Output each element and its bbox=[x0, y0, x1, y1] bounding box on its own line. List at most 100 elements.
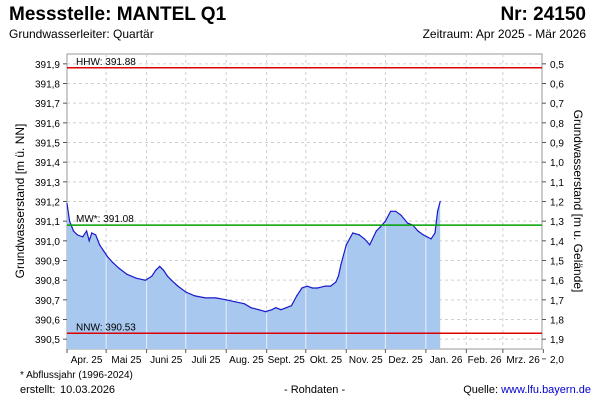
data-point bbox=[264, 311, 266, 313]
data-point bbox=[112, 261, 114, 264]
y2-tick-label: 1,3 bbox=[550, 217, 564, 228]
y-tick-label: 391,4 bbox=[35, 158, 60, 169]
data-point bbox=[285, 307, 287, 309]
x-tick-label: Jan. 26 bbox=[430, 355, 463, 366]
x-tick-label: Mai 25 bbox=[111, 355, 141, 366]
data-point bbox=[118, 267, 120, 269]
data-point bbox=[72, 230, 75, 232]
data-point bbox=[417, 230, 419, 232]
data-point bbox=[102, 250, 105, 252]
data-point bbox=[76, 234, 78, 236]
y-tick-label: 391,6 bbox=[35, 119, 60, 130]
y2-tick-label: 1,2 bbox=[550, 198, 564, 209]
data-point bbox=[163, 269, 165, 271]
y-tick-label: 391,5 bbox=[35, 139, 60, 150]
x-tick-label: Juni 25 bbox=[150, 355, 183, 366]
data-point bbox=[155, 269, 157, 271]
data-point bbox=[95, 234, 97, 236]
data-point bbox=[340, 263, 342, 265]
data-point bbox=[144, 279, 146, 281]
reference-label: HHW: 391.88 bbox=[76, 57, 136, 68]
data-point bbox=[280, 309, 282, 311]
source: Quelle: www.lfu.bayern.de bbox=[463, 384, 591, 396]
reference-lines: HHW: 391.88 MW*: 391.08 NNW: 390.53 bbox=[67, 57, 542, 335]
data-point bbox=[437, 210, 439, 212]
data-point bbox=[306, 285, 308, 287]
y-tick-label: 391,1 bbox=[35, 217, 60, 228]
data-point bbox=[91, 232, 93, 234]
y-tick-label: 391,9 bbox=[35, 60, 60, 71]
data-point bbox=[358, 234, 360, 236]
data-point bbox=[316, 287, 319, 289]
data-point bbox=[215, 297, 217, 299]
data-point bbox=[335, 281, 337, 283]
source-link[interactable]: www.lfu.bayern.de bbox=[501, 384, 591, 396]
y-tick-label: 391,8 bbox=[35, 80, 60, 91]
data-point bbox=[422, 234, 424, 236]
data-point bbox=[324, 285, 326, 287]
data-point bbox=[177, 285, 179, 287]
x-tick-label: Apr. 25 bbox=[71, 355, 103, 366]
data-point bbox=[126, 273, 128, 275]
y2-tick-label: 0,6 bbox=[550, 80, 564, 91]
data-point bbox=[345, 244, 347, 246]
data-point bbox=[258, 309, 260, 311]
data-point bbox=[290, 305, 293, 307]
x-tick-label: Nov. 25 bbox=[349, 355, 383, 366]
y2-tick-label: 0,8 bbox=[550, 119, 564, 130]
data-point bbox=[301, 287, 303, 289]
data-point bbox=[296, 295, 298, 297]
y-tick-label: 391,7 bbox=[35, 99, 60, 110]
data-point bbox=[185, 291, 187, 293]
reference-label: NNW: 390.53 bbox=[76, 322, 136, 333]
y2-tick-label: 1,8 bbox=[550, 316, 564, 327]
data-point bbox=[375, 230, 377, 232]
data-point bbox=[400, 214, 402, 216]
x-tick-label: Feb. 26 bbox=[468, 355, 502, 366]
water-level-area bbox=[67, 201, 441, 349]
data-point bbox=[426, 236, 428, 238]
data-point bbox=[337, 275, 339, 277]
data-point bbox=[430, 238, 432, 240]
data-point bbox=[395, 210, 397, 212]
data-point bbox=[330, 285, 332, 287]
data-point bbox=[275, 307, 277, 309]
y2-tick-label: 1,7 bbox=[550, 296, 564, 307]
data-point bbox=[234, 301, 236, 303]
axes: 390,5 390,6 390,7 390,8 390,9 391,0 391,1 391,2… bbox=[35, 60, 564, 366]
y-tick-label: 391,0 bbox=[35, 237, 60, 248]
y2-tick-label: 1,4 bbox=[550, 237, 564, 248]
data-area bbox=[66, 200, 441, 349]
x-tick-label: Aug. 25 bbox=[229, 355, 264, 366]
y2-tick-label: 1,5 bbox=[550, 257, 564, 268]
y2-tick-label: 2,0 bbox=[550, 355, 564, 366]
data-point bbox=[151, 275, 153, 277]
data-point bbox=[271, 309, 273, 311]
data-point bbox=[159, 265, 161, 267]
data-point bbox=[407, 222, 409, 224]
aquifer-subtitle: Grundwasserleiter: Quartär bbox=[9, 27, 154, 41]
data-point bbox=[250, 307, 252, 309]
y-tick-label: 390,5 bbox=[35, 335, 60, 346]
data-point bbox=[170, 279, 172, 281]
data-point bbox=[225, 299, 227, 301]
raw-data-note: - Rohdaten - bbox=[284, 384, 346, 396]
data-point bbox=[82, 236, 84, 238]
station-number: Nr: 24150 bbox=[500, 4, 586, 25]
data-point bbox=[99, 244, 101, 246]
x-tick-label: Dez. 25 bbox=[388, 355, 423, 366]
data-point bbox=[439, 200, 441, 203]
station-title: Messstelle: MANTEL Q1 bbox=[9, 4, 227, 25]
source-label: Quelle: bbox=[463, 384, 499, 396]
data-point bbox=[88, 240, 90, 242]
y2-tick-label: 1,0 bbox=[550, 158, 564, 169]
data-point bbox=[379, 226, 381, 228]
x-tick-label: Juli 25 bbox=[192, 355, 221, 366]
y2-tick-label: 0,9 bbox=[550, 139, 564, 150]
y-tick-label: 390,8 bbox=[35, 276, 60, 287]
y2-tick-label: 1,1 bbox=[550, 178, 564, 189]
y2-tick-label: 0,5 bbox=[550, 60, 564, 71]
data-point bbox=[204, 297, 206, 299]
data-point bbox=[434, 232, 436, 234]
